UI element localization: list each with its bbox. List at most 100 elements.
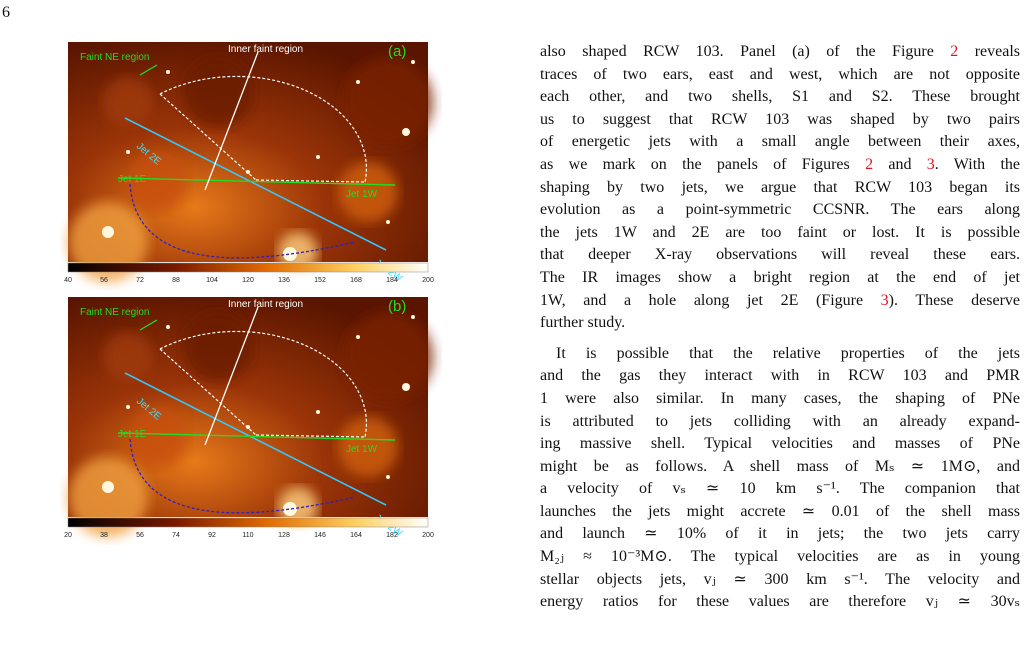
colorbar: [67, 262, 429, 273]
text: ). These deserve: [888, 291, 1020, 309]
text: also shaped RCW 103. Panel (a) of the Fi…: [540, 43, 951, 60]
star: [411, 60, 415, 64]
text-line: each other, and two shells, S1 and S2. T…: [540, 86, 1020, 109]
jet-axis: [124, 372, 387, 506]
nebula: [68, 457, 148, 537]
star: [102, 226, 114, 238]
text-line: ing massive shell. Typical velocities an…: [540, 433, 1020, 456]
text: shaping by two jets, we argue that RCW 1…: [540, 178, 1020, 196]
nebula: [103, 332, 153, 382]
shell-outline: [159, 93, 257, 181]
paragraph: also shaped RCW 103. Panel (a) of the Fi…: [540, 41, 1020, 335]
pointer: [139, 319, 158, 331]
text-line: and launch ≃ 10% of it in jets; the two …: [540, 523, 1020, 546]
star: [316, 155, 320, 159]
annotation: Jet 1E: [118, 174, 147, 185]
panel-tag: (a): [388, 43, 406, 60]
text-line: It is possible that the relative propert…: [540, 343, 1020, 366]
colorbar-label: 110: [242, 532, 253, 539]
nebula: [338, 162, 398, 222]
text-line: a velocity of vₛ ≃ 10 km s⁻¹. The compan…: [540, 478, 1020, 501]
colorbar-label: 40: [64, 277, 72, 284]
text: each other, and two shells, S1 and S2. T…: [540, 88, 1020, 106]
star: [283, 247, 297, 261]
star: [126, 150, 130, 154]
text-column: also shaped RCW 103. Panel (a) of the Fi…: [540, 41, 1020, 614]
colorbar-label: 92: [208, 532, 216, 539]
text-line: 1W, and a hole along jet 2E (Figure 3). …: [540, 290, 1020, 313]
star: [102, 481, 114, 493]
text-line: further study.: [540, 312, 1020, 335]
text: energy ratios for these values are there…: [540, 593, 1020, 611]
nebula: [343, 312, 433, 402]
text-line: of energetic jets with a small angle bet…: [540, 131, 1020, 154]
colorbar-label: 56: [136, 532, 144, 539]
text-line: the jets 1W and 2E are too faint or lost…: [540, 222, 1020, 245]
text: evolution as a point-symmetric CCSNR. Th…: [540, 201, 1020, 219]
colorbar-label: 56: [100, 277, 108, 284]
jet-axis: [117, 177, 396, 186]
colorbar-label: 38: [100, 532, 108, 539]
text: the jets 1W and 2E are too faint or lost…: [540, 223, 1020, 241]
shell-outline: [129, 438, 356, 514]
shell-outline: [129, 183, 356, 259]
colorbar-label: 20: [64, 532, 72, 539]
panel-tag: (b): [388, 298, 406, 315]
text: launches the jets might accrete ≃ 0.01 o…: [540, 502, 1020, 520]
text-line: launches the jets might accrete ≃ 0.01 o…: [540, 501, 1020, 524]
annotation: Faint NE region: [80, 307, 149, 318]
figure-ref: 3: [926, 155, 935, 173]
shell-outline: [159, 330, 368, 438]
shell-outline: [255, 179, 366, 183]
annotation: Jet 1E: [118, 429, 147, 440]
text-line: might be as follows. A shell mass of Mₛ …: [540, 456, 1020, 479]
colorbar-label: 120: [242, 277, 254, 284]
colorbar-label: 184: [386, 277, 398, 284]
colorbar-label: 200: [422, 532, 434, 539]
colorbar-label: 200: [422, 277, 434, 284]
colorbar-label: 136: [278, 277, 290, 284]
text: traces of two ears, east and west, which…: [540, 65, 1020, 83]
text-line: shaping by two jets, we argue that RCW 1…: [540, 177, 1020, 200]
pointer: [139, 64, 158, 76]
text-line: is attributed to jets colliding with an …: [540, 411, 1020, 434]
text-line: energy ratios for these values are there…: [540, 591, 1020, 614]
text-line: traces of two ears, east and west, which…: [540, 64, 1020, 87]
text: might be as follows. A shell mass of Mₛ …: [540, 457, 1020, 475]
shell-outline: [159, 348, 257, 436]
text: further study.: [540, 314, 626, 332]
star: [402, 128, 410, 136]
text: . With the: [934, 155, 1021, 173]
colorbar-label: 128: [278, 532, 290, 539]
page-number: 6: [2, 4, 10, 21]
annotation: Jet 1W: [346, 189, 378, 200]
annotation: Faint NE region: [80, 52, 149, 63]
text: as we mark on the panels of Figures: [540, 155, 866, 173]
star: [126, 405, 130, 409]
nebula: [128, 407, 188, 467]
text: of energetic jets with a small angle bet…: [540, 133, 1020, 151]
text: It is possible that the relative propert…: [556, 344, 1020, 362]
text-line: 1 were also similar. In many cases, the …: [540, 388, 1020, 411]
nebula: [278, 232, 318, 272]
star: [386, 220, 390, 224]
nebula: [338, 417, 398, 477]
text-line: us to suggest that RCW 103 was shaped by…: [540, 109, 1020, 132]
text: 1 were also similar. In many cases, the …: [540, 389, 1020, 407]
text-line: as we mark on the panels of Figures 2 an…: [540, 154, 1020, 177]
colorbar-label: 146: [314, 532, 326, 539]
text-line: stellar objects jets, vⱼ ≃ 300 km s⁻¹. T…: [540, 569, 1020, 592]
text: ing massive shell. Typical velocities an…: [540, 435, 1020, 453]
star: [411, 315, 415, 319]
colorbar-label: 104: [206, 277, 218, 284]
figure-ref: 2: [950, 43, 959, 60]
paragraph: It is possible that the relative propert…: [540, 343, 1020, 614]
annotation: Inner faint region: [228, 44, 303, 55]
figure-ref: 2: [865, 155, 874, 173]
star: [283, 502, 297, 516]
text-line: evolution as a point-symmetric CCSNR. Th…: [540, 199, 1020, 222]
text-line: also shaped RCW 103. Panel (a) of the Fi…: [540, 41, 1020, 64]
text-line: M₂ⱼ ≈ 10⁻³M⊙. The typical velocities are…: [540, 546, 1020, 569]
nebula: [343, 57, 433, 147]
